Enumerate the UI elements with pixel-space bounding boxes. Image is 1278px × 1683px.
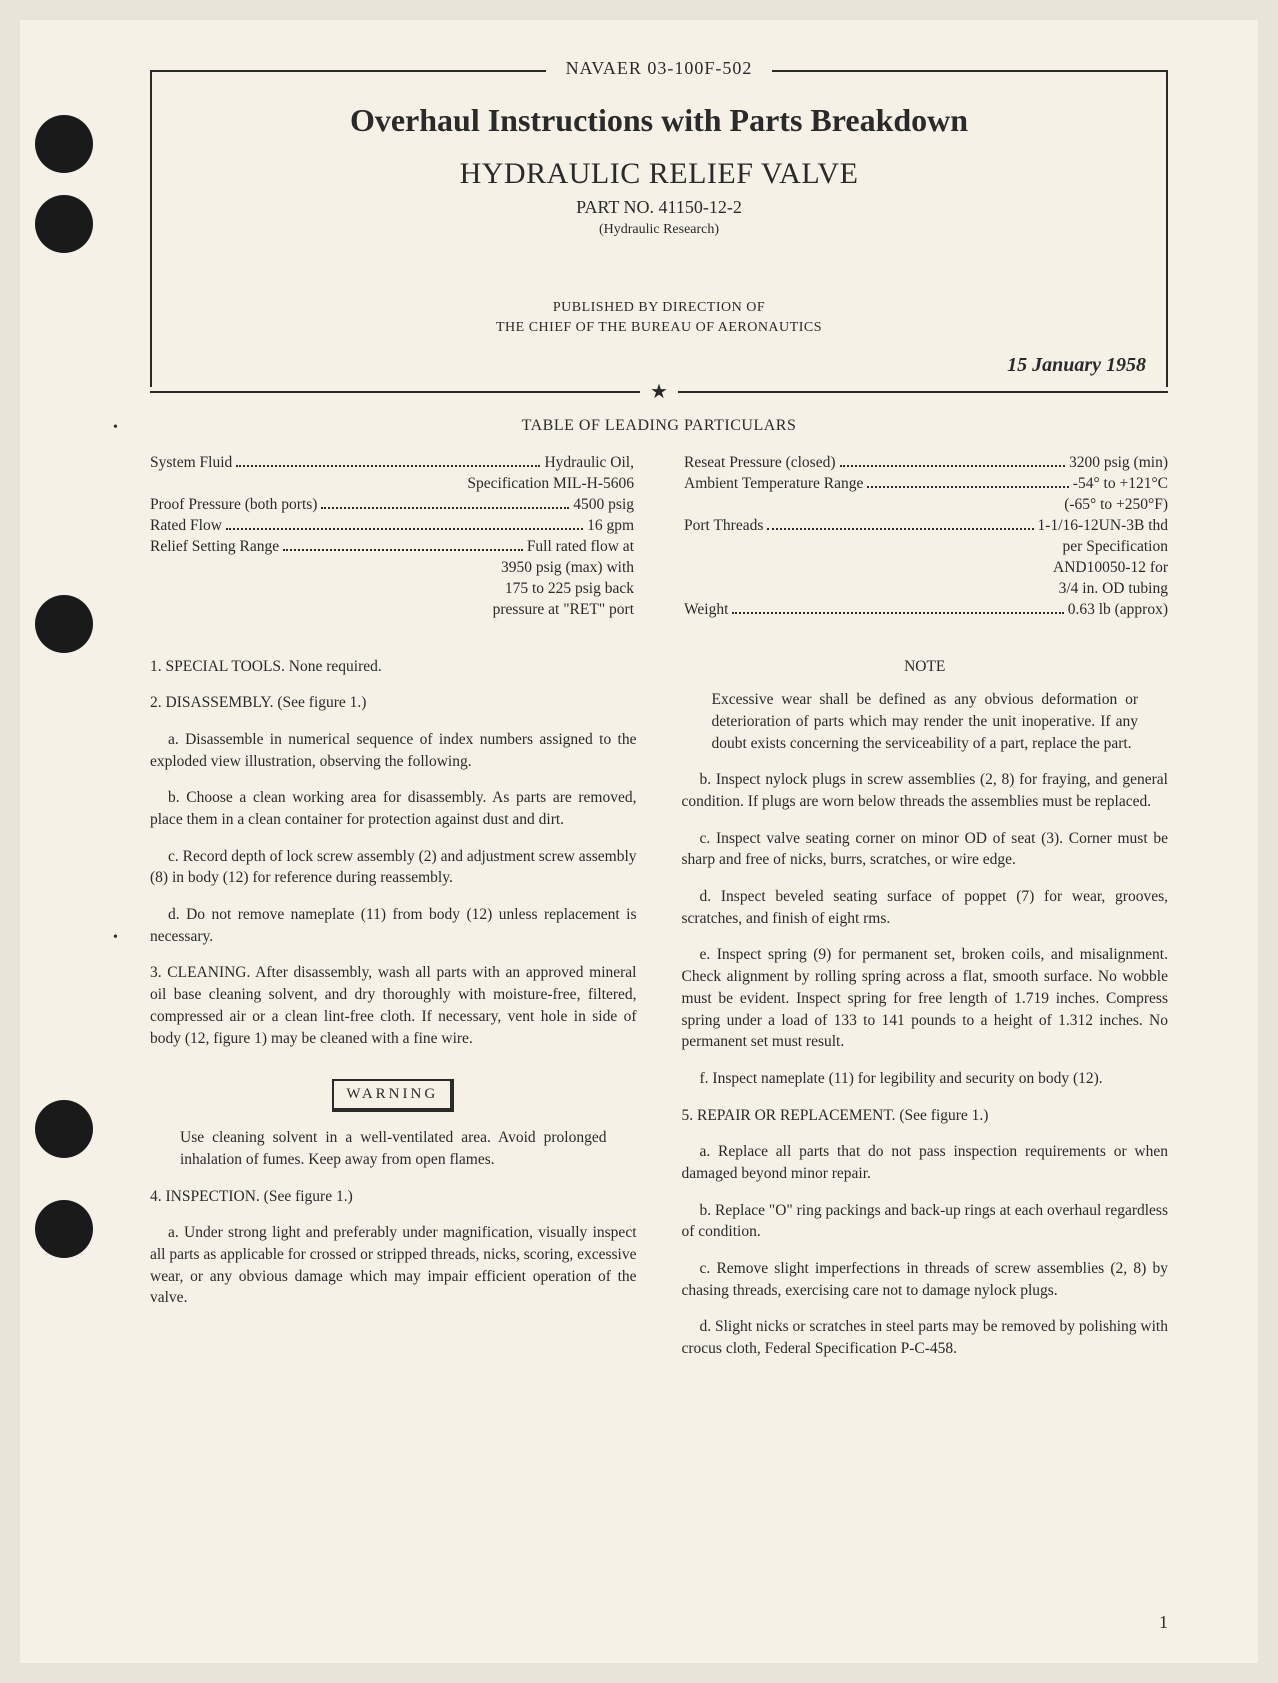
particulars-value-cont: 3/4 in. OD tubing — [684, 579, 1168, 600]
particulars-value-cont: 3950 psig (max) with — [150, 558, 634, 579]
warning-label: WARNING — [332, 1079, 454, 1112]
particulars-row: System Fluid Hydraulic Oil, — [150, 453, 634, 474]
leader-dots — [767, 528, 1033, 530]
leader-dots — [321, 507, 569, 509]
particulars-table: System Fluid Hydraulic Oil,Specification … — [150, 453, 1168, 620]
leader-dots — [732, 612, 1063, 614]
particulars-value: Hydraulic Oil, — [544, 453, 634, 474]
publication-date: 15 January 1958 — [1007, 354, 1146, 377]
particulars-value-cont: (-65° to +250°F) — [684, 495, 1168, 516]
rule-left — [150, 391, 640, 393]
page: •• NAVAER 03-100F-502 Overhaul Instructi… — [20, 20, 1258, 1663]
punch-hole — [35, 115, 93, 173]
sub-para: d. Do not remove nameplate (11) from bod… — [150, 904, 637, 947]
sub-para: c. Record depth of lock screw assembly (… — [150, 846, 637, 889]
star-icon: ★ — [640, 387, 678, 397]
published-by-line-1: PUBLISHED BY DIRECTION OF — [192, 298, 1126, 318]
section-para: 4. INSPECTION. (See figure 1.) — [150, 1186, 637, 1208]
sub-para: b. Inspect nylock plugs in screw assembl… — [682, 769, 1169, 812]
particulars-label: Relief Setting Range — [150, 537, 279, 558]
leader-dots — [226, 528, 583, 530]
particulars-value: Full rated flow at — [527, 537, 634, 558]
title-line-2: HYDRAULIC RELIEF VALVE — [192, 157, 1126, 191]
margin-tick: • — [113, 420, 118, 436]
rule-right — [678, 391, 1168, 393]
doc-id-wrap: NAVAER 03-100F-502 — [152, 58, 1166, 79]
sub-para: a. Replace all parts that do not pass in… — [682, 1141, 1169, 1184]
sub-para: b. Replace "O" ring packings and back-up… — [682, 1200, 1169, 1243]
sub-para: d. Slight nicks or scratches in steel pa… — [682, 1316, 1169, 1359]
warning-text: Use cleaning solvent in a well-ventilate… — [150, 1127, 637, 1170]
particulars-row: Weight 0.63 lb (approx) — [684, 600, 1168, 621]
particulars-left-col: System Fluid Hydraulic Oil,Specification … — [150, 453, 634, 620]
punch-hole — [35, 195, 93, 253]
sub-para: f. Inspect nameplate (11) for legibility… — [682, 1068, 1169, 1090]
section-para: 2. DISASSEMBLY. (See figure 1.) — [150, 692, 637, 714]
particulars-row: Rated Flow 16 gpm — [150, 516, 634, 537]
sub-para: d. Inspect beveled seating surface of po… — [682, 886, 1169, 929]
particulars-label: Port Threads — [684, 516, 763, 537]
body-columns: 1. SPECIAL TOOLS. None required. 2. DISAS… — [150, 656, 1168, 1375]
sub-para: a. Under strong light and preferably und… — [150, 1222, 637, 1309]
sub-para: c. Inspect valve seating corner on minor… — [682, 828, 1169, 871]
sub-para: c. Remove slight imperfections in thread… — [682, 1258, 1169, 1301]
particulars-label: Rated Flow — [150, 516, 222, 537]
leader-dots — [283, 549, 523, 551]
particulars-label: Proof Pressure (both ports) — [150, 495, 317, 516]
doc-id: NAVAER 03-100F-502 — [546, 58, 773, 79]
particulars-value: 3200 psig (min) — [1069, 453, 1168, 474]
margin-tick: • — [113, 930, 118, 946]
particulars-row: Reseat Pressure (closed) 3200 psig (min) — [684, 453, 1168, 474]
body-left-col: 1. SPECIAL TOOLS. None required. 2. DISAS… — [150, 656, 637, 1375]
particulars-label: Ambient Temperature Range — [684, 474, 863, 495]
sub-para: b. Choose a clean working area for disas… — [150, 787, 637, 830]
sub-para: e. Inspect spring (9) for permanent set,… — [682, 944, 1169, 1052]
section-para: 1. SPECIAL TOOLS. None required. — [150, 656, 637, 678]
published-by: PUBLISHED BY DIRECTION OF THE CHIEF OF T… — [192, 298, 1126, 337]
particulars-value: 0.63 lb (approx) — [1068, 600, 1168, 621]
particulars-label: Weight — [684, 600, 728, 621]
body-right-col: NOTE Excessive wear shall be defined as a… — [682, 656, 1169, 1375]
published-by-line-2: THE CHIEF OF THE BUREAU OF AERONAUTICS — [192, 318, 1126, 338]
note-text: Excessive wear shall be defined as any o… — [682, 689, 1169, 754]
punch-hole — [35, 1200, 93, 1258]
page-number: 1 — [1159, 1612, 1168, 1633]
punch-hole — [35, 1100, 93, 1158]
leader-dots — [236, 465, 540, 467]
note-label: NOTE — [682, 656, 1169, 678]
warning-block: WARNING — [150, 1064, 637, 1127]
section-para: 3. CLEANING. After disassembly, wash all… — [150, 962, 637, 1049]
punch-hole — [35, 595, 93, 653]
part-number: PART NO. 41150-12-2 — [192, 197, 1126, 218]
particulars-value: 1-1/16-12UN-3B thd — [1038, 516, 1168, 537]
manufacturer: (Hydraulic Research) — [192, 222, 1126, 238]
particulars-value-cont: Specification MIL-H-5606 — [150, 474, 634, 495]
section-para: 5. REPAIR OR REPLACEMENT. (See figure 1.… — [682, 1105, 1169, 1127]
particulars-value: -54° to +121°C — [1073, 474, 1168, 495]
particulars-row: Relief Setting Range Full rated flow at — [150, 537, 634, 558]
particulars-title: TABLE OF LEADING PARTICULARS — [150, 417, 1168, 435]
title-line-1: Overhaul Instructions with Parts Breakdo… — [192, 102, 1126, 139]
punch-holes: •• — [35, 20, 95, 1663]
particulars-value-cont: AND10050-12 for — [684, 558, 1168, 579]
particulars-value-cont: per Specification — [684, 537, 1168, 558]
particulars-value: 4500 psig — [573, 495, 634, 516]
sub-para: a. Disassemble in numerical sequence of … — [150, 729, 637, 772]
particulars-row: Port Threads 1-1/16-12UN-3B thd — [684, 516, 1168, 537]
frame-bottom-rule: ★ — [150, 387, 1168, 397]
particulars-row: Ambient Temperature Range -54° to +121°C — [684, 474, 1168, 495]
leader-dots — [867, 486, 1068, 488]
particulars-value: 16 gpm — [587, 516, 634, 537]
particulars-label: System Fluid — [150, 453, 232, 474]
leader-dots — [840, 465, 1065, 467]
particulars-value-cont: pressure at "RET" port — [150, 600, 634, 621]
particulars-label: Reseat Pressure (closed) — [684, 453, 836, 474]
particulars-value-cont: 175 to 225 psig back — [150, 579, 634, 600]
particulars-row: Proof Pressure (both ports) 4500 psig — [150, 495, 634, 516]
title-frame: NAVAER 03-100F-502 Overhaul Instructions… — [150, 70, 1168, 387]
particulars-right-col: Reseat Pressure (closed)3200 psig (min)A… — [684, 453, 1168, 620]
